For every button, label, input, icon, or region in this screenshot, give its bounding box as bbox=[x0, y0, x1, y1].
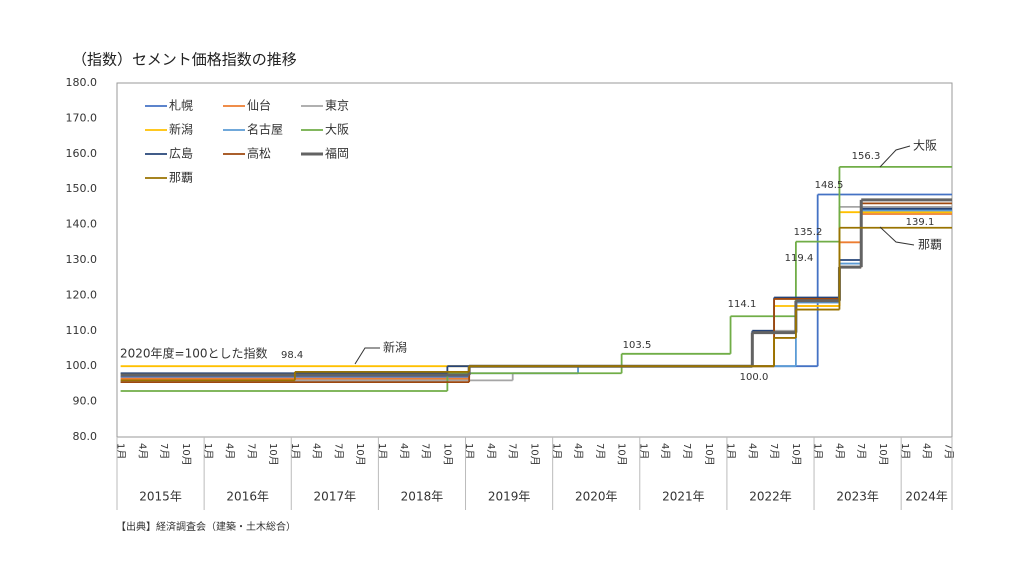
x-tick-label: 1月 bbox=[725, 443, 737, 459]
legend-label: 新潟 bbox=[169, 122, 193, 137]
y-tick-label: 160.0 bbox=[66, 147, 98, 160]
annotation: 新潟 bbox=[383, 340, 407, 355]
y-tick-label: 130.0 bbox=[66, 253, 98, 266]
y-tick-label: 90.0 bbox=[73, 395, 98, 408]
y-tick-label: 80.0 bbox=[73, 430, 98, 443]
year-label: 2020年 bbox=[575, 490, 618, 504]
year-label: 2018年 bbox=[401, 490, 444, 504]
x-tick-label: 7月 bbox=[158, 443, 170, 459]
annotation: 98.4 bbox=[281, 350, 303, 361]
annotation: 100.0 bbox=[740, 372, 769, 383]
x-tick-label: 1月 bbox=[115, 443, 127, 459]
y-tick-label: 180.0 bbox=[66, 76, 98, 89]
leader-line bbox=[879, 226, 915, 246]
leader-line bbox=[354, 347, 380, 365]
legend-label: 仙台 bbox=[247, 98, 271, 113]
x-tick-label: 1月 bbox=[376, 443, 388, 459]
x-tick-label: 1月 bbox=[289, 443, 301, 459]
x-tick-label: 7月 bbox=[942, 443, 954, 459]
plot-frame bbox=[116, 82, 953, 438]
x-tick-label: 10月 bbox=[790, 443, 802, 466]
x-tick-label: 7月 bbox=[594, 443, 606, 459]
year-label: 2015年 bbox=[139, 490, 182, 504]
y-tick-label: 110.0 bbox=[66, 324, 98, 337]
year-label: 2022年 bbox=[749, 490, 792, 504]
chart-title: （指数）セメント価格指数の推移 bbox=[72, 51, 297, 69]
legend-label: 大阪 bbox=[325, 123, 349, 137]
x-tick-label: 10月 bbox=[616, 443, 628, 466]
year-label: 2019年 bbox=[488, 490, 531, 504]
annotation: 2020年度=100とした指数 bbox=[120, 346, 268, 361]
y-tick-label: 100.0 bbox=[66, 359, 98, 372]
y-tick-label: 140.0 bbox=[66, 218, 98, 231]
legend-label: 福岡 bbox=[325, 146, 349, 161]
x-tick-label: 7月 bbox=[768, 443, 780, 459]
x-tick-label: 4月 bbox=[921, 443, 933, 459]
x-tick-label: 4月 bbox=[659, 443, 671, 459]
annotation: 119.4 bbox=[785, 253, 814, 264]
x-tick-label: 4月 bbox=[136, 443, 148, 459]
legend-label: 札幌 bbox=[169, 98, 193, 113]
x-tick-label: 4月 bbox=[398, 443, 410, 459]
leader-line bbox=[879, 145, 911, 168]
y-tick-label: 170.0 bbox=[66, 111, 98, 124]
y-tick-label: 150.0 bbox=[66, 182, 98, 195]
x-tick-label: 10月 bbox=[180, 443, 192, 466]
annotation: 139.1 bbox=[906, 217, 935, 228]
x-tick-label: 1月 bbox=[202, 443, 214, 459]
annotation: 148.5 bbox=[815, 180, 844, 191]
annotation: 大阪 bbox=[913, 139, 937, 153]
year-label: 2021年 bbox=[662, 490, 705, 504]
year-label: 2016年 bbox=[226, 490, 269, 504]
legend-label: 高松 bbox=[247, 146, 271, 161]
year-label: 2024年 bbox=[905, 490, 948, 504]
year-label: 2023年 bbox=[836, 490, 879, 504]
x-tick-label: 1月 bbox=[899, 443, 911, 459]
legend-label: 名古屋 bbox=[247, 122, 283, 137]
annotation: 135.2 bbox=[794, 227, 823, 238]
annotation: 156.3 bbox=[852, 151, 881, 162]
x-tick-label: 7月 bbox=[681, 443, 693, 459]
y-tick-label: 120.0 bbox=[66, 288, 98, 301]
x-tick-label: 4月 bbox=[833, 443, 845, 459]
x-tick-label: 10月 bbox=[354, 443, 366, 466]
x-tick-label: 4月 bbox=[485, 443, 497, 459]
x-tick-label: 4月 bbox=[572, 443, 584, 459]
annotation: 114.1 bbox=[728, 299, 757, 310]
x-tick-label: 7月 bbox=[855, 443, 867, 459]
legend-label: 東京 bbox=[325, 99, 349, 113]
x-tick-label: 4月 bbox=[746, 443, 758, 459]
x-tick-label: 7月 bbox=[245, 443, 257, 459]
legend-label: 那覇 bbox=[169, 171, 193, 185]
legend-label: 広島 bbox=[169, 146, 193, 161]
x-tick-label: 10月 bbox=[267, 443, 279, 466]
x-tick-label: 10月 bbox=[441, 443, 453, 466]
annotation: 103.5 bbox=[623, 340, 652, 351]
x-tick-label: 7月 bbox=[332, 443, 344, 459]
x-tick-label: 4月 bbox=[311, 443, 323, 459]
annotation: 那覇 bbox=[918, 238, 942, 252]
x-tick-label: 1月 bbox=[812, 443, 824, 459]
x-tick-label: 4月 bbox=[224, 443, 236, 459]
x-tick-label: 7月 bbox=[507, 443, 519, 459]
year-label: 2017年 bbox=[314, 490, 357, 504]
x-tick-label: 10月 bbox=[703, 443, 715, 466]
x-tick-label: 1月 bbox=[637, 443, 649, 459]
x-tick-label: 10月 bbox=[877, 443, 889, 466]
x-tick-label: 1月 bbox=[550, 443, 562, 459]
x-tick-label: 1月 bbox=[463, 443, 475, 459]
source: 【出典】経済調査会（建築・土木総合） bbox=[116, 520, 296, 533]
x-tick-label: 7月 bbox=[420, 443, 432, 459]
x-tick-label: 10月 bbox=[529, 443, 541, 466]
